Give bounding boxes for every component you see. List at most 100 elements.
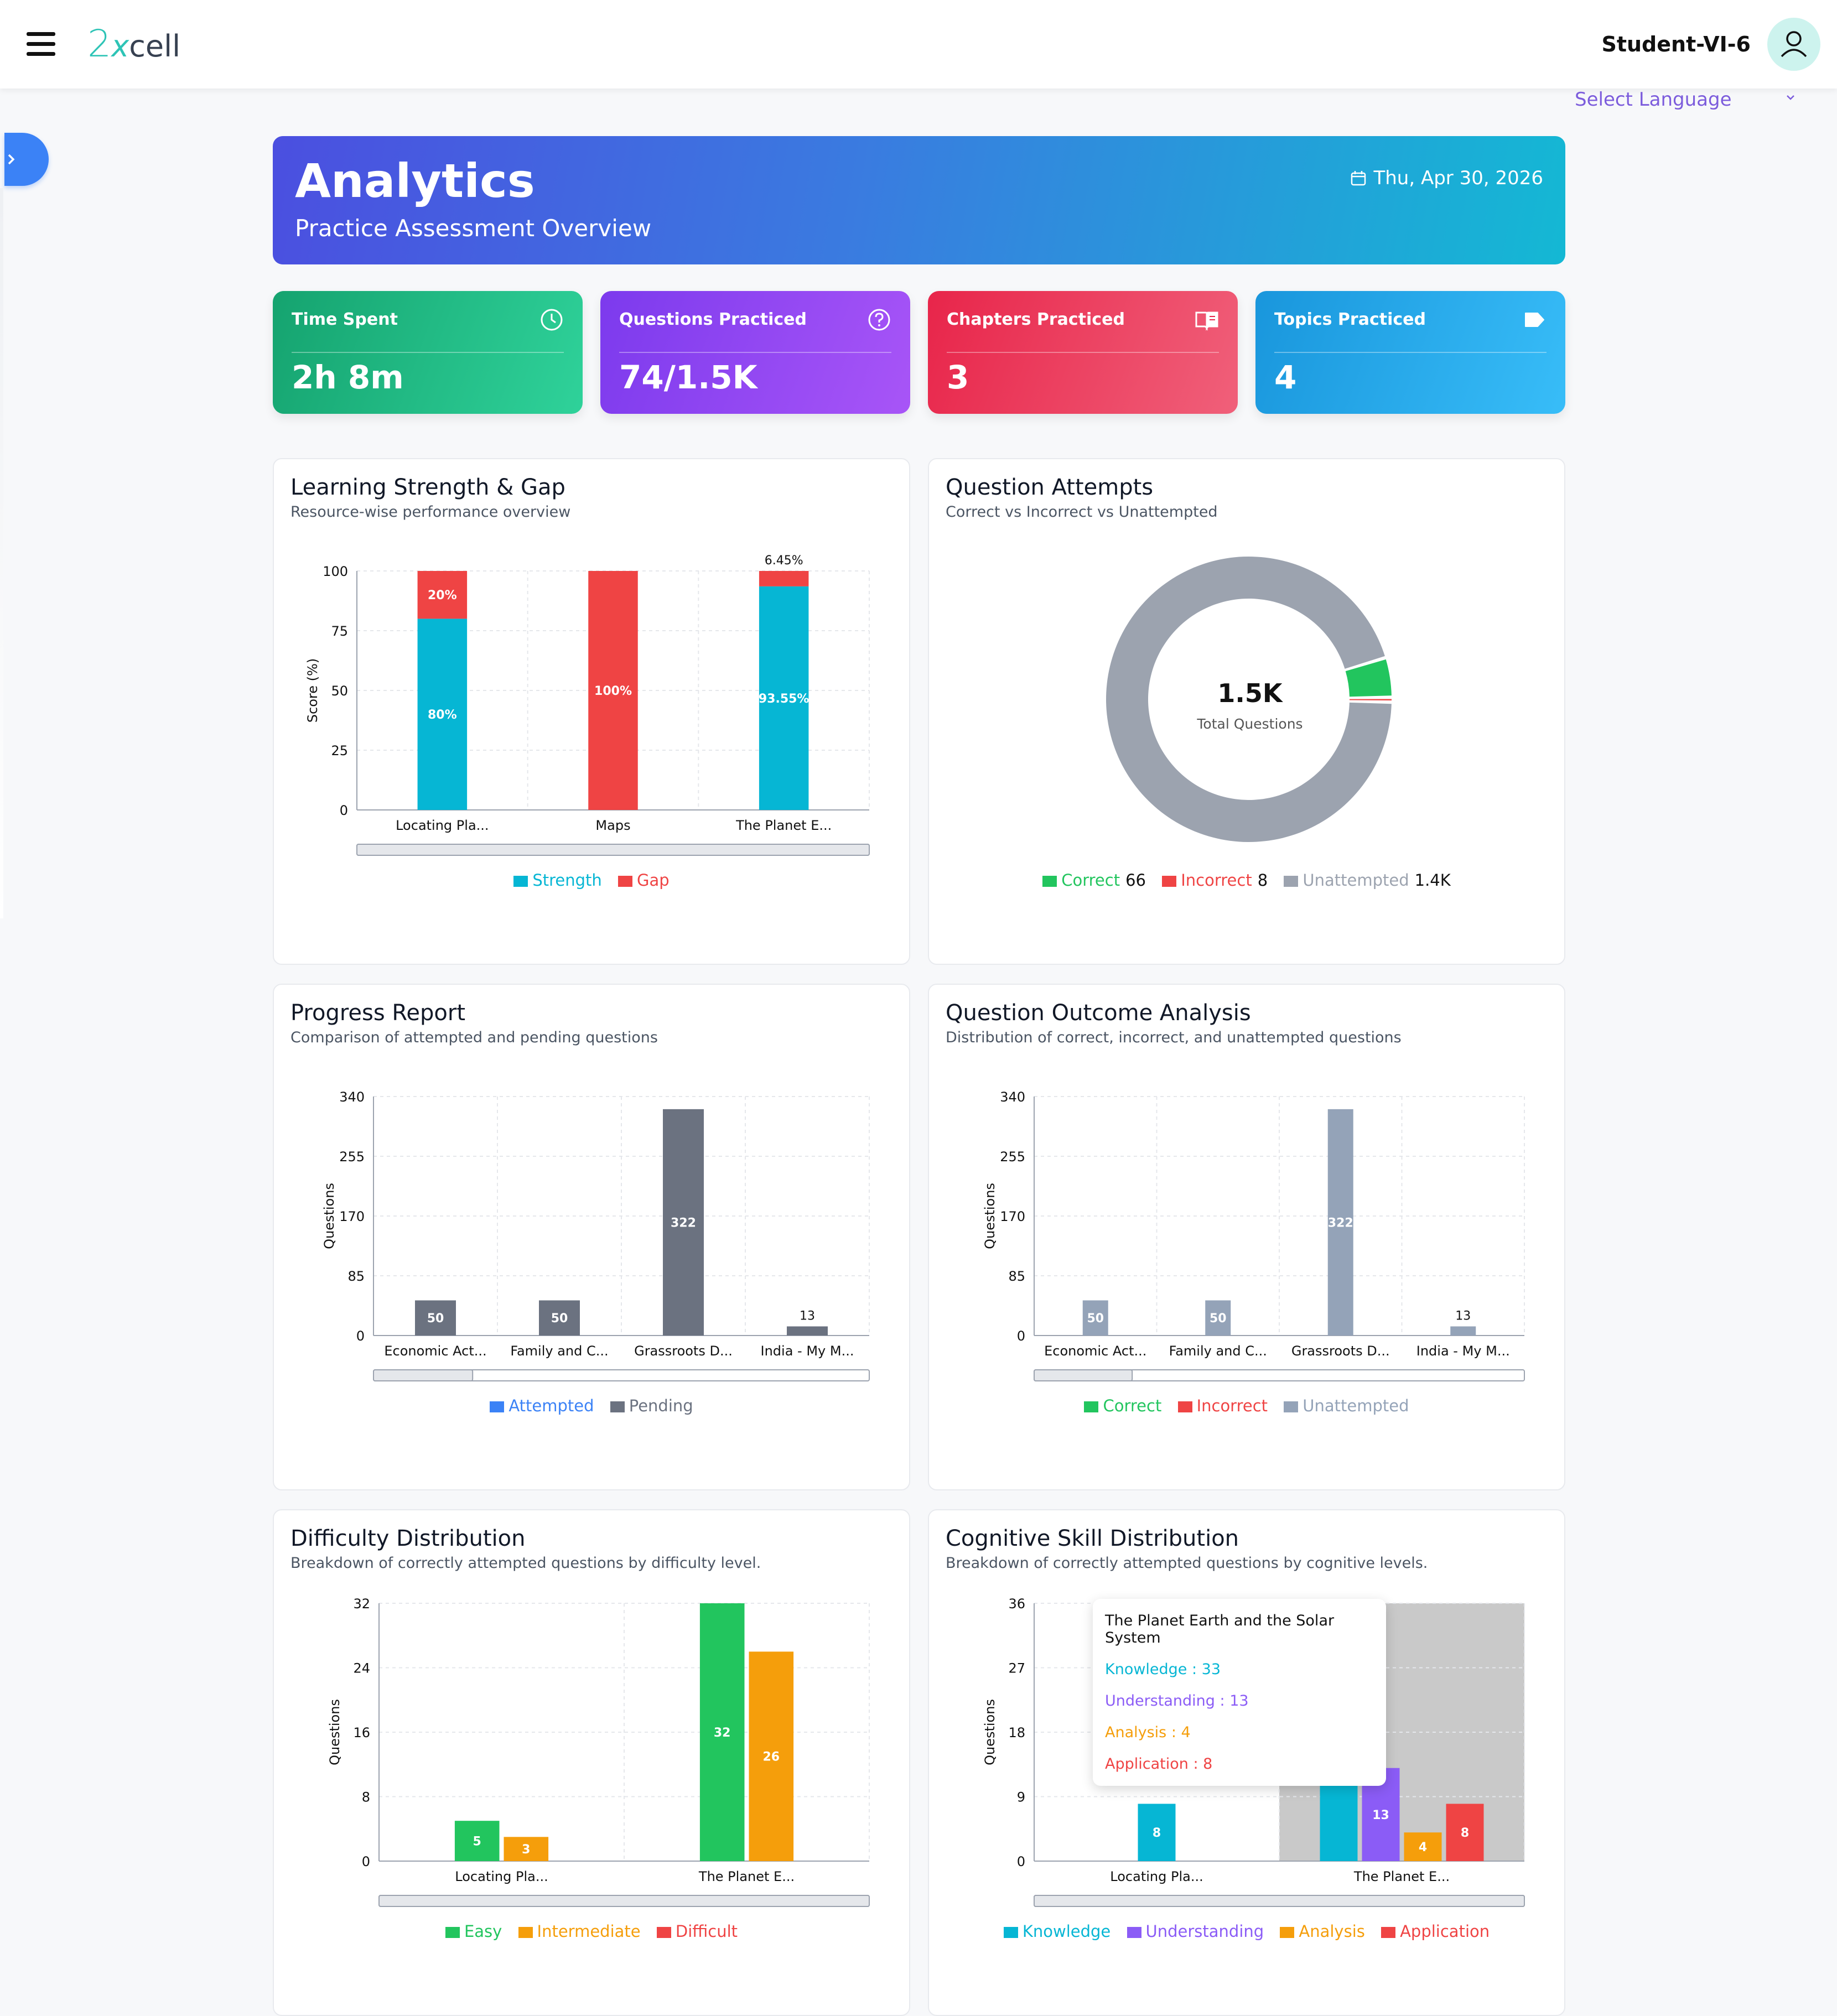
legend-item-unattempted[interactable]: Unattempted 1.4K <box>1284 871 1451 890</box>
y-tick-label: 18 <box>1008 1725 1025 1740</box>
analytics-header: Analytics Practice Assessment Overview T… <box>273 136 1565 264</box>
x-tick-label: Economic Act... <box>1044 1343 1146 1359</box>
x-tick-label: India - My M... <box>1416 1343 1510 1359</box>
y-axis-label: Questions <box>982 1699 998 1765</box>
logo-word: cell <box>129 29 181 64</box>
bar-gap <box>588 571 638 810</box>
x-tick-label: Family and C... <box>1169 1343 1267 1359</box>
stat-divider <box>1274 352 1547 353</box>
y-tick-label: 0 <box>340 803 348 818</box>
legend-item-knowledge[interactable]: Knowledge <box>1003 1922 1110 1941</box>
y-tick-label: 255 <box>1000 1149 1025 1165</box>
bar-data-label: 100% <box>594 684 632 698</box>
tooltip-title: The Planet Earth and the Solar System <box>1105 1612 1335 1646</box>
bar-data-label: 20% <box>428 589 457 602</box>
legend-item-strength[interactable]: Strength <box>513 871 602 890</box>
bar-unattempted <box>1205 1300 1231 1336</box>
panel-subtitle: Breakdown of correctly attempted questio… <box>946 1555 1428 1572</box>
x-tick-label: India - My M... <box>761 1343 854 1359</box>
stat-divider <box>947 352 1219 353</box>
tooltip-line-analysis: Analysis : 4 <box>1105 1724 1191 1741</box>
chevron-right-icon <box>8 154 15 165</box>
strength-gap-chart: 0 25 50 75 100 Score (%) Locating Pla... Maps Th… <box>305 554 870 856</box>
stat-label: Topics Practiced <box>1274 310 1426 329</box>
bar-pending <box>539 1300 580 1336</box>
legend-item-unattempted[interactable]: Unattempted <box>1284 1396 1409 1415</box>
donut-center-value: 1.5K <box>1217 678 1283 708</box>
top-bar: 2xcell Student-VI-6 <box>0 0 1837 89</box>
y-tick-label: 170 <box>1000 1209 1025 1224</box>
legend-item-correct[interactable]: Correct 66 <box>1042 871 1146 890</box>
x-tick-label: Locating Pla... <box>1110 1869 1203 1884</box>
bar-data-label: 80% <box>428 708 457 722</box>
current-date: Thu, Apr 30, 2026 <box>1350 167 1543 189</box>
logo-x: x <box>111 29 129 64</box>
y-tick-label: 16 <box>353 1725 370 1740</box>
chart-scrollbar-thumb <box>1034 1369 1133 1381</box>
legend-item-attempted[interactable]: Attempted <box>490 1396 594 1415</box>
legend-item-pending[interactable]: Pending <box>610 1396 693 1415</box>
menu-icon[interactable] <box>27 32 55 56</box>
legend-item-intermediate[interactable]: Intermediate <box>518 1922 641 1941</box>
legend-item-easy[interactable]: Easy <box>445 1922 502 1941</box>
y-tick-label: 340 <box>339 1089 365 1105</box>
sidebar-toggle-button[interactable] <box>4 133 49 186</box>
tooltip-line-understanding: Understanding : 13 <box>1105 1692 1249 1710</box>
bar-unattempted <box>1327 1109 1353 1336</box>
y-tick-label: 75 <box>331 623 348 639</box>
panel-title: Question Outcome Analysis <box>946 1000 1251 1026</box>
panel-title: Question Attempts <box>946 475 1154 500</box>
y-tick-label: 85 <box>347 1269 365 1284</box>
chart-scrollbar-thumb <box>1034 1895 1525 1907</box>
legend-item-incorrect[interactable]: Incorrect <box>1177 1396 1268 1415</box>
bar-data-label: 93.55% <box>759 692 809 706</box>
user-name: Student-VI-6 <box>1601 32 1751 56</box>
stat-value: 3 <box>947 358 969 396</box>
app-logo[interactable]: 2xcell <box>87 22 180 66</box>
bar-unattempted <box>1082 1300 1108 1336</box>
legend-item-incorrect[interactable]: Incorrect 8 <box>1162 871 1268 890</box>
page-subtitle: Practice Assessment Overview <box>295 215 652 242</box>
bar-data-label: 26 <box>762 1750 780 1764</box>
chart-scrollbar-thumb <box>378 1895 870 1907</box>
stat-value: 4 <box>1274 358 1297 396</box>
chart-legend: Strength Gap <box>274 871 909 890</box>
bar-data-label: 6.45% <box>765 554 803 568</box>
bar-strength <box>759 586 809 810</box>
legend-item-understanding[interactable]: Understanding <box>1127 1922 1264 1941</box>
y-tick-label: 0 <box>356 1328 365 1344</box>
y-tick-label: 0 <box>1017 1328 1025 1344</box>
y-tick-label: 27 <box>1008 1661 1025 1676</box>
x-tick-label: The Planet E... <box>735 818 832 833</box>
bar-easy <box>454 1821 500 1861</box>
donut-center-label: Total Questions <box>1197 716 1303 732</box>
bar-strength <box>417 619 468 810</box>
attempts-donut-chart <box>1106 556 1392 842</box>
bar-data-label: 3 <box>522 1843 530 1857</box>
stat-card-topics-practiced: Topics Practiced 4 <box>1255 291 1565 414</box>
y-axis-label: Questions <box>327 1699 343 1765</box>
x-tick-label: The Planet E... <box>1353 1869 1450 1884</box>
chevron-down-icon <box>1787 95 1794 100</box>
bar-data-label: 50 <box>1087 1312 1104 1326</box>
language-select[interactable]: Select Language <box>1575 89 1796 114</box>
legend-item-gap[interactable]: Gap <box>618 871 670 890</box>
bar-pending <box>787 1326 828 1336</box>
panel-subtitle: Breakdown of correctly attempted questio… <box>290 1555 761 1572</box>
legend-item-correct[interactable]: Correct <box>1084 1396 1161 1415</box>
bar-data-label: 8 <box>1461 1826 1469 1840</box>
bar-data-label: 322 <box>671 1216 696 1230</box>
bar-intermediate <box>504 1837 549 1861</box>
legend-item-analysis[interactable]: Analysis <box>1280 1922 1365 1941</box>
y-tick-label: 255 <box>339 1149 365 1165</box>
x-tick-label: Locating Pla... <box>455 1869 548 1884</box>
legend-item-application[interactable]: Application <box>1381 1922 1490 1941</box>
y-tick-label: 340 <box>1000 1089 1025 1105</box>
logo-number: 2 <box>87 22 112 66</box>
user-avatar-button[interactable] <box>1767 18 1820 71</box>
bar-data-label: 322 <box>1328 1216 1353 1230</box>
panel-learning-strength: Learning Strength & Gap Resource-wise pe… <box>273 458 910 965</box>
legend-item-difficult[interactable]: Difficult <box>656 1922 738 1941</box>
bar-intermediate <box>749 1651 794 1861</box>
chart-legend: Easy Intermediate Difficult <box>274 1922 909 1941</box>
